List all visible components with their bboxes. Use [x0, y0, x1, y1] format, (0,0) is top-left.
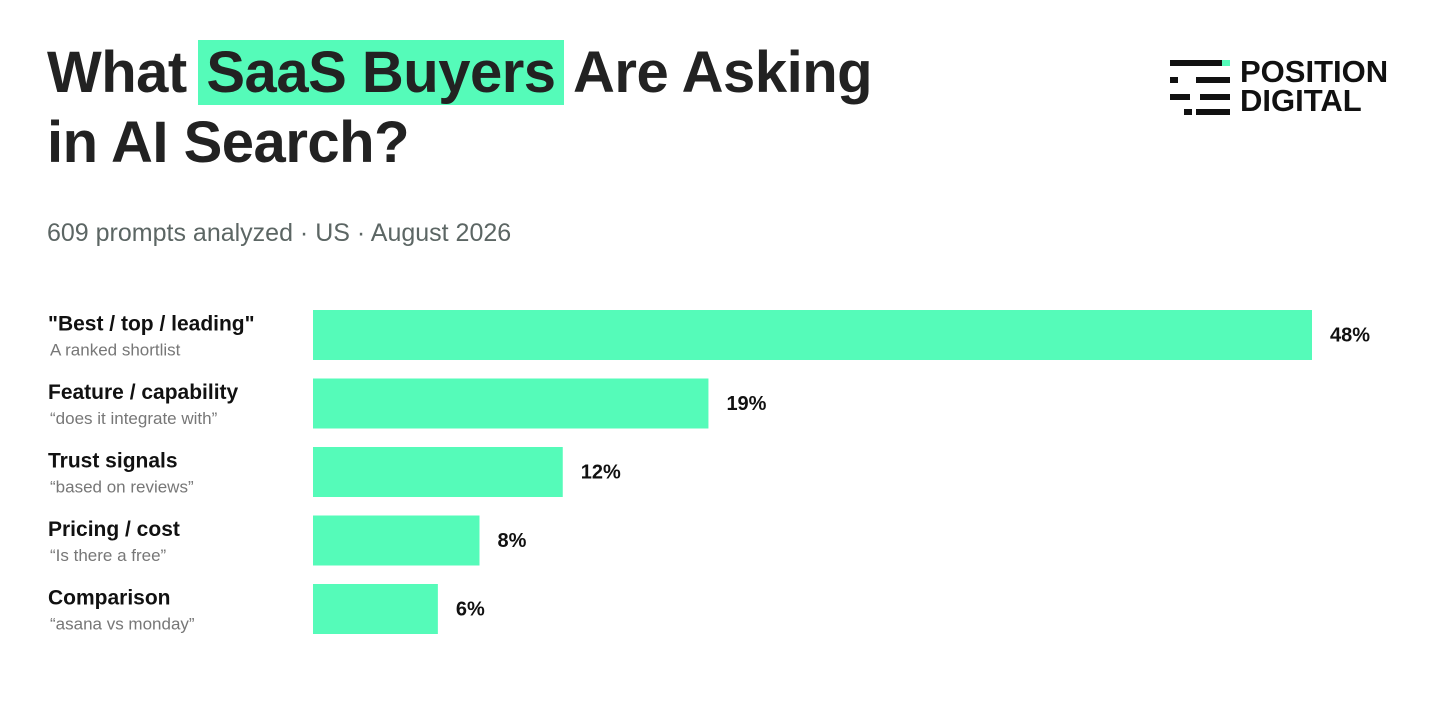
chart-title: What SaaS Buyers Are Asking in AI Search? [47, 38, 873, 178]
category-label: Feature / capability [48, 381, 239, 404]
bar [313, 447, 563, 497]
category-sublabel: “Is there a free” [50, 546, 167, 565]
bar [313, 378, 709, 429]
value-label: 12% [581, 461, 621, 483]
logo-text: POSITION [1240, 54, 1388, 89]
value-label: 19% [726, 393, 766, 415]
subtitle: 609 prompts analyzed · US · August 2026 [47, 219, 512, 247]
title-part: Are Asking [573, 40, 873, 105]
value-label: 8% [498, 530, 527, 552]
title-part: SaaS Buyers [198, 40, 564, 105]
bar [313, 515, 480, 566]
bar [313, 584, 438, 634]
category-label: Pricing / cost [48, 518, 180, 541]
category-sublabel: “does it integrate with” [50, 409, 218, 428]
category-label: Trust signals [48, 450, 178, 473]
logo-icon [1170, 60, 1230, 115]
bar [313, 310, 1312, 360]
title-part: What [47, 40, 187, 105]
category-sublabel: A ranked shortlist [50, 340, 181, 359]
logo-text: DIGITAL [1240, 83, 1362, 118]
title-part: in AI Search? [47, 110, 410, 175]
category-label: "Best / top / leading" [48, 313, 255, 336]
category-sublabel: “based on reviews” [50, 477, 194, 496]
category-sublabel: “asana vs monday” [50, 614, 195, 633]
category-label: Comparison [48, 587, 171, 610]
value-label: 48% [1330, 324, 1370, 346]
value-label: 6% [456, 598, 485, 620]
